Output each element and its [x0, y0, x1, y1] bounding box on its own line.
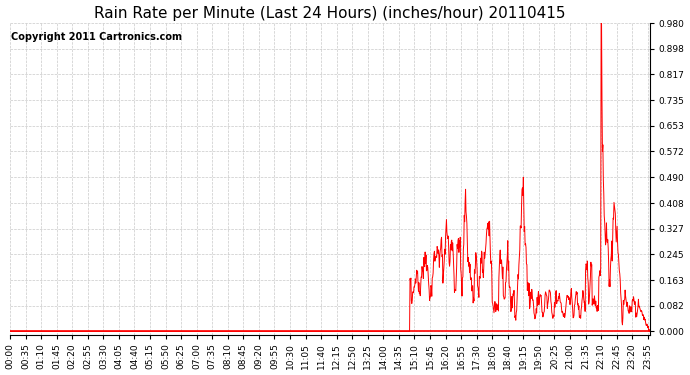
- Text: Copyright 2011 Cartronics.com: Copyright 2011 Cartronics.com: [11, 33, 182, 42]
- Title: Rain Rate per Minute (Last 24 Hours) (inches/hour) 20110415: Rain Rate per Minute (Last 24 Hours) (in…: [94, 6, 566, 21]
